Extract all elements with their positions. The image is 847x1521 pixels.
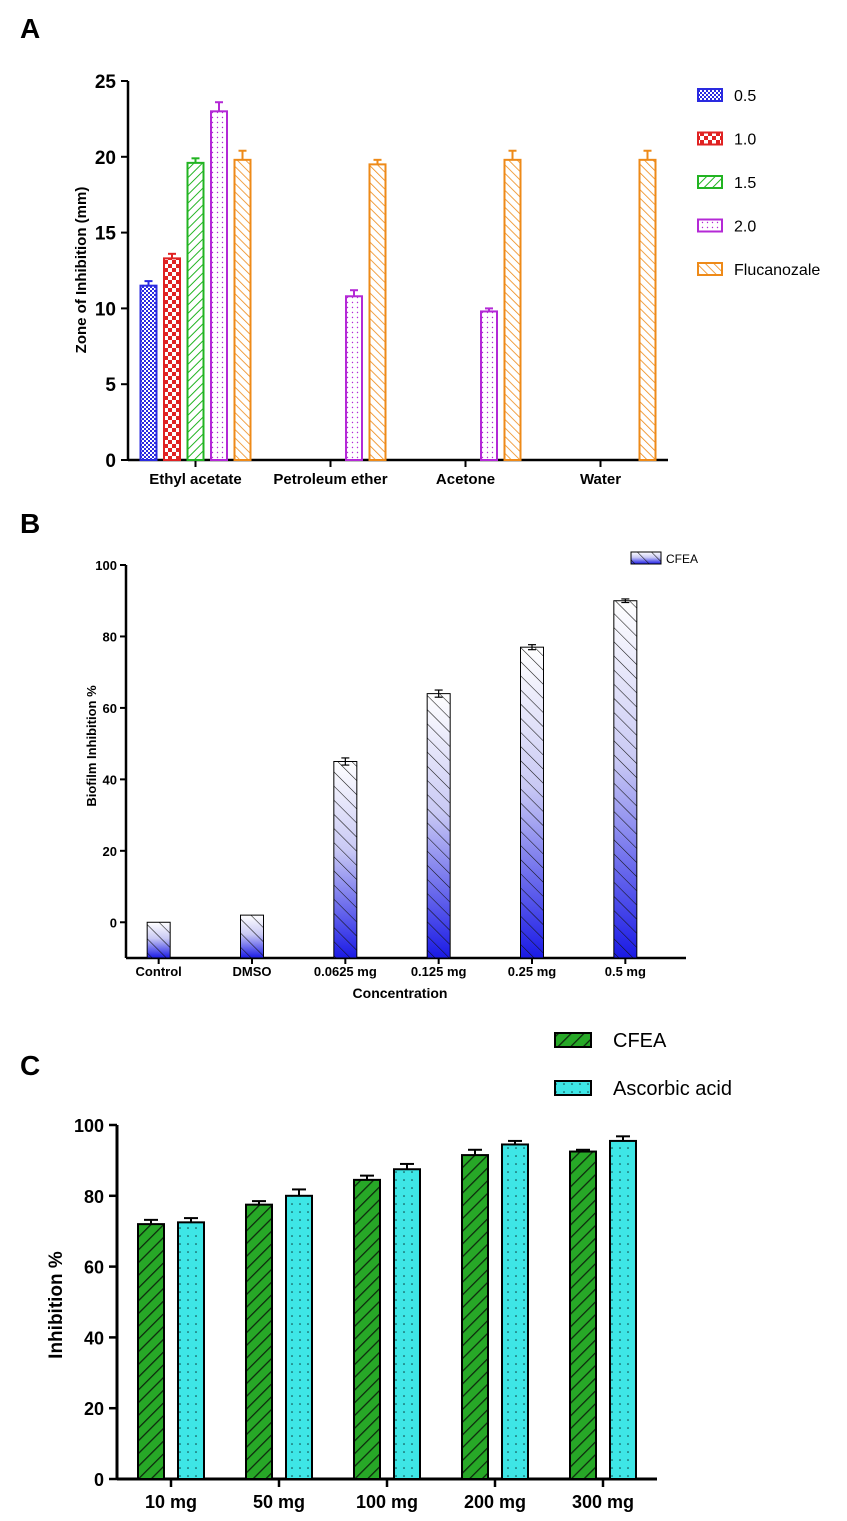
b-legend-swatch-hatch — [630, 551, 662, 565]
a-legend-swatch — [697, 262, 723, 276]
a-legend-label: 0.5 — [734, 88, 756, 105]
b-bar-hatch — [146, 921, 171, 959]
c-xtick-label: 300 mg — [572, 1492, 634, 1512]
a-xtick-label: Acetone — [436, 471, 495, 488]
a-bar — [139, 284, 158, 461]
a-bar — [186, 161, 205, 461]
c-ytick-label: 20 — [84, 1399, 104, 1419]
a-bar — [638, 158, 657, 461]
b-bar-hatch — [333, 761, 358, 959]
c-legend-label: CFEA — [613, 1030, 667, 1052]
a-legend-label: 2.0 — [734, 219, 756, 236]
a-legend-swatch — [697, 218, 723, 233]
a-legend-swatch — [697, 175, 723, 189]
b-bar-hatch — [520, 646, 544, 959]
c-ytick-label: 80 — [84, 1187, 104, 1207]
c-legend-label: Ascorbic acid — [613, 1078, 732, 1100]
c-bar — [285, 1194, 313, 1481]
a-xtick-label: Ethyl acetate — [149, 471, 242, 488]
c-bar — [461, 1154, 489, 1480]
c-bar — [245, 1203, 273, 1481]
b-y-axis-title: Biofilm Inhibition % — [84, 685, 99, 807]
b-xtick-label: 0.25 mg — [508, 964, 556, 979]
b-xtick-label: 0.5 mg — [605, 964, 646, 979]
a-ytick-label: 0 — [105, 451, 116, 472]
c-bar — [353, 1178, 381, 1480]
a-bar — [233, 158, 252, 461]
a-legend-label: 1.0 — [734, 132, 756, 149]
a-xtick-label: Water — [580, 471, 621, 488]
a-y-axis-title: Zone of Inhibition (mm) — [73, 187, 90, 354]
chart-b: 0 20 40 60 80 100 Biofilm Inhibition % Concentr… — [84, 551, 698, 1001]
a-ytick-label: 5 — [105, 375, 116, 396]
b-ytick-label: 40 — [103, 772, 117, 787]
c-legend-swatch — [554, 1032, 592, 1048]
a-ytick-label: 25 — [95, 72, 117, 93]
c-legend-swatch — [554, 1080, 592, 1096]
a-ytick-label: 15 — [95, 224, 117, 245]
c-bar — [393, 1168, 421, 1480]
panel-a-label: A — [20, 13, 40, 44]
chart-c: 0 20 40 60 80 100 Inhibition % 10 mg 50 mg 100 mg… — [46, 1030, 732, 1512]
b-bar-hatch — [613, 600, 638, 959]
a-legend-label: Flucanozale — [734, 262, 820, 279]
c-ytick-label: 100 — [74, 1116, 104, 1136]
b-ytick-label: 100 — [95, 558, 117, 573]
b-xtick-label: DMSO — [233, 964, 272, 979]
b-ytick-label: 60 — [103, 701, 117, 716]
chart-a: 0 5 10 15 20 25 Zone of Inhibition (mm) Ethyl a… — [73, 72, 820, 488]
b-ytick-label: 80 — [103, 629, 117, 644]
a-bar — [368, 163, 387, 461]
a-ytick-label: 10 — [95, 299, 116, 320]
b-xtick-label: Control — [136, 964, 182, 979]
c-xtick-label: 50 mg — [253, 1492, 305, 1512]
a-bar — [163, 257, 181, 462]
c-xtick-label: 10 mg — [145, 1492, 197, 1512]
a-bar — [503, 158, 522, 461]
a-legend-swatch — [697, 88, 723, 102]
a-legend-label: 1.5 — [734, 175, 756, 192]
c-xtick-label: 200 mg — [464, 1492, 526, 1512]
c-ytick-label: 40 — [84, 1328, 104, 1348]
a-bar — [210, 110, 228, 461]
c-bar — [569, 1150, 597, 1481]
c-ytick-label: 0 — [94, 1470, 104, 1490]
a-bar — [345, 295, 363, 461]
c-xtick-label: 100 mg — [356, 1492, 418, 1512]
a-legend-swatch — [697, 131, 723, 146]
b-bar-hatch — [426, 693, 451, 959]
c-y-axis-title: Inhibition % — [46, 1251, 67, 1359]
b-xtick-label: 0.125 mg — [411, 964, 467, 979]
c-bar — [177, 1221, 205, 1480]
c-bar — [609, 1139, 637, 1481]
a-bar — [480, 310, 498, 461]
c-bar — [137, 1223, 165, 1480]
c-ytick-label: 60 — [84, 1258, 104, 1278]
b-xtick-label: 0.0625 mg — [314, 964, 377, 979]
b-x-axis-title: Concentration — [353, 985, 448, 1001]
b-bar-hatch — [240, 914, 264, 959]
panel-b-label: B — [20, 508, 40, 539]
c-bar — [501, 1143, 529, 1480]
a-xtick-label: Petroleum ether — [273, 471, 387, 488]
b-legend-label: CFEA — [666, 552, 698, 566]
a-ytick-label: 20 — [95, 148, 116, 169]
b-ytick-label: 20 — [103, 844, 117, 859]
panel-c-label: C — [20, 1050, 40, 1081]
b-ytick-label: 0 — [110, 915, 117, 930]
